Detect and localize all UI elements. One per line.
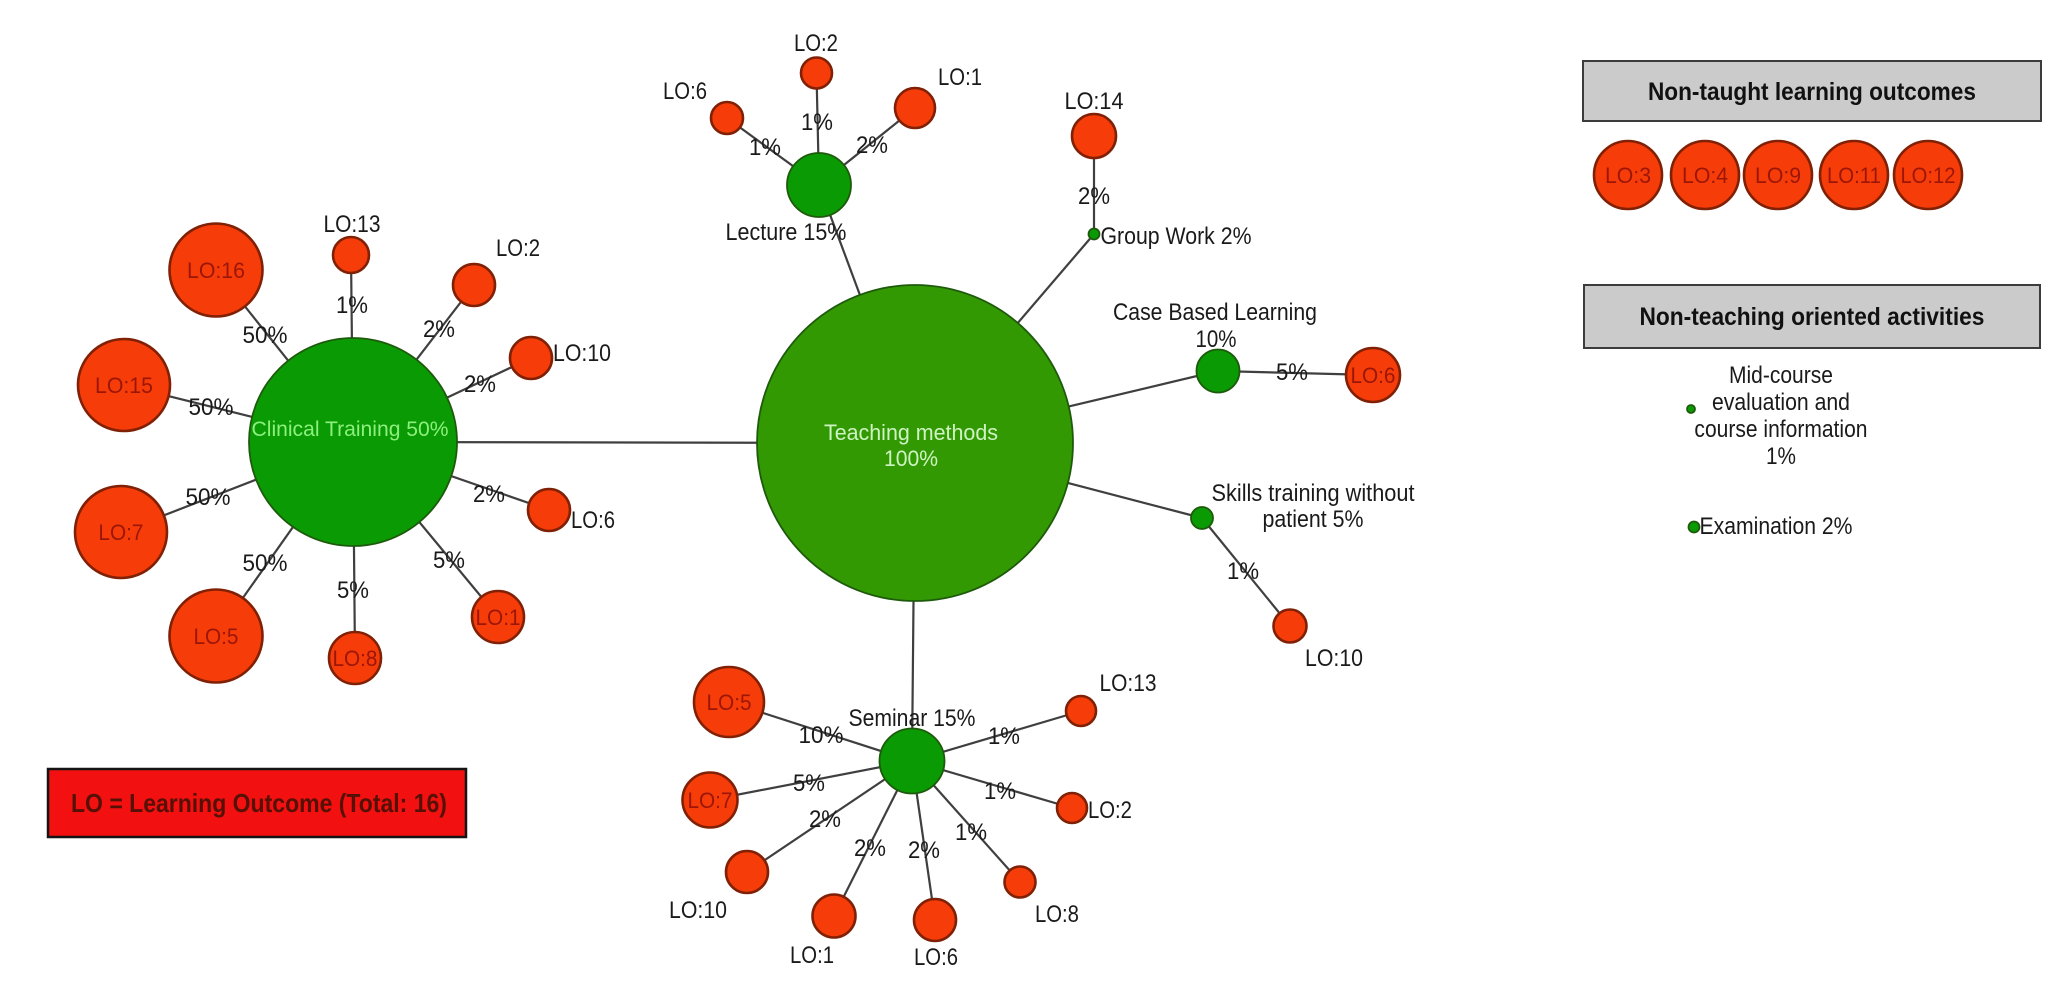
svg-text:Seminar 15%: Seminar 15% (848, 704, 975, 731)
svg-text:LO:11: LO:11 (1827, 165, 1881, 189)
svg-text:LO:7: LO:7 (687, 790, 732, 814)
svg-text:LO:2: LO:2 (794, 29, 838, 56)
svg-text:LO:10: LO:10 (1305, 644, 1363, 671)
svg-text:LO:10: LO:10 (553, 339, 611, 366)
svg-text:Non-taught learning outcomes: Non-taught learning outcomes (1648, 77, 1976, 105)
svg-text:LO:8: LO:8 (332, 648, 377, 672)
svg-text:LO:1: LO:1 (790, 941, 834, 968)
svg-text:50%: 50% (185, 483, 230, 510)
svg-text:Non-teaching oriented activiti: Non-teaching oriented activities (1639, 302, 1984, 330)
svg-text:Group Work 2%: Group Work 2% (1100, 222, 1251, 249)
svg-text:LO:5: LO:5 (193, 626, 238, 650)
svg-text:patient 5%: patient 5% (1263, 505, 1364, 532)
svg-text:LO:1: LO:1 (938, 63, 982, 90)
svg-text:LO:2: LO:2 (496, 234, 540, 261)
svg-text:1%: 1% (801, 108, 833, 135)
svg-text:LO:4: LO:4 (1682, 165, 1728, 189)
svg-text:LO:10: LO:10 (669, 896, 727, 923)
svg-text:LO = Learning Outcome (Total:: LO = Learning Outcome (Total: 16) (71, 789, 447, 818)
svg-text:10%: 10% (1195, 325, 1236, 352)
svg-text:5%: 5% (1276, 358, 1308, 385)
svg-text:1%: 1% (984, 777, 1016, 804)
svg-text:LO:16: LO:16 (187, 260, 245, 284)
svg-text:50%: 50% (243, 321, 288, 348)
svg-text:course information: course information (1694, 415, 1867, 442)
svg-text:1%: 1% (988, 722, 1020, 749)
svg-text:2%: 2% (464, 370, 496, 397)
svg-text:2%: 2% (1078, 182, 1110, 209)
svg-text:Case Based Learning: Case Based Learning (1113, 298, 1317, 325)
svg-text:1%: 1% (1766, 442, 1796, 469)
svg-text:LO:9: LO:9 (1755, 165, 1801, 189)
svg-text:LO:15: LO:15 (95, 375, 153, 399)
svg-text:LO:8: LO:8 (1035, 900, 1079, 927)
svg-text:LO:2: LO:2 (1088, 796, 1132, 823)
svg-text:Lecture 15%: Lecture 15% (726, 218, 847, 245)
svg-text:10%: 10% (799, 721, 844, 748)
svg-text:1%: 1% (749, 133, 781, 160)
svg-text:Clinical Training 50%: Clinical Training 50% (252, 418, 449, 442)
svg-text:2%: 2% (856, 131, 888, 158)
svg-text:2%: 2% (809, 805, 841, 832)
svg-text:LO:14: LO:14 (1065, 87, 1124, 114)
svg-text:LO:3: LO:3 (1605, 165, 1651, 189)
svg-text:5%: 5% (433, 546, 465, 573)
svg-text:LO:1: LO:1 (476, 607, 521, 631)
svg-text:Mid-course: Mid-course (1729, 361, 1833, 388)
svg-text:LO:7: LO:7 (98, 522, 143, 546)
svg-text:100%: 100% (884, 448, 938, 472)
svg-text:2%: 2% (423, 315, 455, 342)
svg-text:50%: 50% (188, 393, 233, 420)
svg-text:LO:6: LO:6 (914, 943, 958, 970)
svg-text:2%: 2% (908, 836, 940, 863)
svg-text:LO:6: LO:6 (1350, 365, 1395, 389)
svg-text:Teaching methods: Teaching methods (824, 422, 998, 446)
svg-text:1%: 1% (955, 818, 987, 845)
svg-text:LO:5: LO:5 (707, 692, 752, 716)
svg-text:LO:13: LO:13 (323, 210, 380, 237)
svg-text:LO:13: LO:13 (1100, 669, 1157, 696)
svg-text:5%: 5% (337, 576, 369, 603)
svg-text:Skills training without: Skills training without (1211, 479, 1414, 506)
svg-text:1%: 1% (336, 291, 368, 318)
svg-text:2%: 2% (854, 834, 886, 861)
svg-text:evaluation and: evaluation and (1712, 388, 1850, 415)
svg-text:LO:12: LO:12 (1900, 165, 1955, 189)
svg-text:1%: 1% (1227, 557, 1259, 584)
svg-text:LO:6: LO:6 (663, 77, 707, 104)
svg-text:2%: 2% (473, 480, 505, 507)
svg-text:5%: 5% (793, 769, 825, 796)
svg-text:50%: 50% (243, 549, 288, 576)
svg-text:LO:6: LO:6 (571, 506, 615, 533)
svg-text:Examination 2%: Examination 2% (1700, 512, 1853, 539)
